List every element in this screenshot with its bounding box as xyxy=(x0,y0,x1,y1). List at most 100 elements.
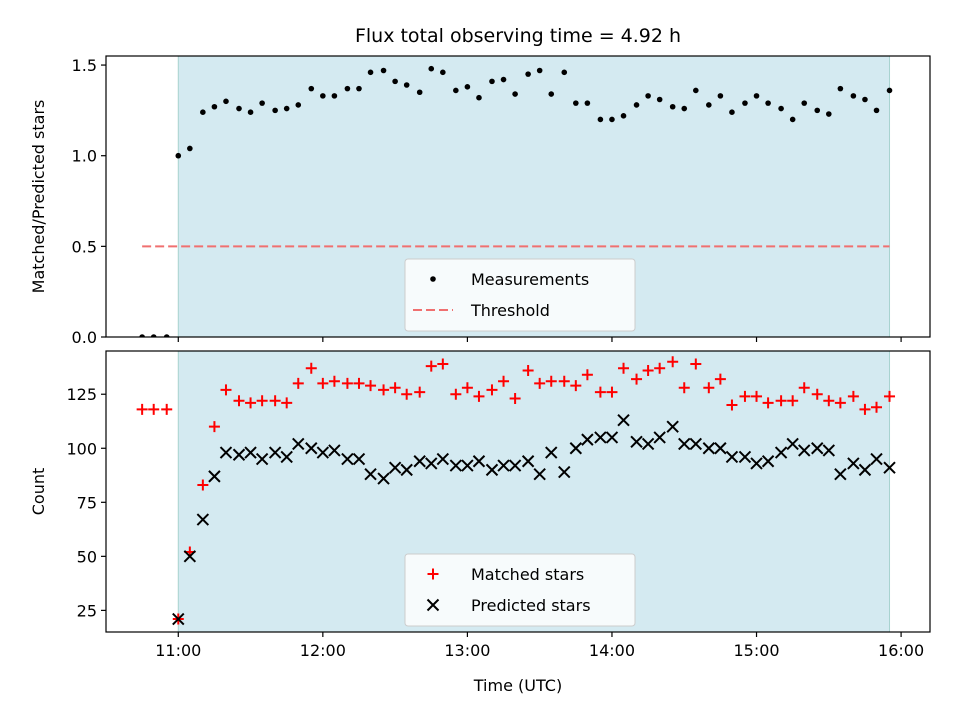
bottom-matched-stars-point xyxy=(606,386,618,398)
bottom-matched-stars-point xyxy=(281,397,293,409)
bottom-matched-stars-point xyxy=(703,382,715,394)
bottom-matched-stars-point xyxy=(570,380,582,392)
bottom-matched-stars-point xyxy=(353,377,365,389)
bottom-predicted-stars-point xyxy=(533,468,546,481)
top-measurements-point xyxy=(211,103,218,110)
top-legend-measurements-label: Measurements xyxy=(471,270,589,289)
bottom-matched-stars-point xyxy=(642,364,654,376)
bottom-predicted-stars-point xyxy=(352,452,366,466)
bottom-matched-stars-point xyxy=(545,375,557,387)
top-measurements-point xyxy=(308,85,315,92)
top-measurements-point xyxy=(187,145,193,152)
bottom-matched-stars-point xyxy=(220,384,232,396)
top-measurements-point xyxy=(778,105,784,112)
bottom-axes-frame xyxy=(105,350,931,633)
top-measurements-point xyxy=(573,100,579,106)
bottom-predicted-stars-point xyxy=(714,442,727,455)
bottom-predicted-stars-point xyxy=(485,463,499,477)
bottom-predicted-stars-point xyxy=(196,513,210,526)
bottom-matched-stars-point xyxy=(450,388,462,400)
bottom-predicted-stars-point xyxy=(244,446,257,459)
bottom-predicted-stars-point xyxy=(305,442,318,455)
bottom-matched-stars-point xyxy=(726,399,738,411)
top-measurements-point xyxy=(620,113,627,119)
bottom-matched-stars-point xyxy=(317,377,329,389)
bottom-predicted-stars-point xyxy=(689,437,703,451)
bottom-xtick-label: 15:00 xyxy=(733,641,779,660)
top-measurements-point xyxy=(669,103,676,110)
top-measurements-point xyxy=(645,93,651,99)
bottom-matched-stars-point xyxy=(631,373,643,385)
bottom-predicted-stars-point xyxy=(834,468,847,481)
top-measurements-point xyxy=(356,85,362,92)
top-measurements-point xyxy=(150,334,157,337)
top-measurements-point xyxy=(753,93,760,99)
bottom-matched-stars-point xyxy=(245,397,257,409)
bottom-predicted-stars-point xyxy=(377,472,390,485)
bottom-predicted-stars-point xyxy=(388,461,402,474)
bottom-matched-stars-point xyxy=(305,362,317,374)
bottom-predicted-stars-point xyxy=(316,446,330,459)
bottom-predicted-stars-point xyxy=(436,452,450,466)
bottom-matched-stars-point xyxy=(739,390,751,402)
bottom-predicted-stars-point xyxy=(811,442,824,455)
top-measurements-point xyxy=(525,71,531,77)
top-measurements-point xyxy=(717,93,724,99)
bottom-matched-stars-point xyxy=(401,388,413,400)
top-measurements-point xyxy=(380,67,387,74)
bottom-matched-stars-point xyxy=(509,393,521,405)
bottom-ytick-label: 50 xyxy=(77,547,97,566)
bottom-predicted-stars-point xyxy=(341,452,354,466)
bottom-matched-stars-point xyxy=(847,390,859,402)
bottom-matched-stars-point xyxy=(498,375,510,387)
bottom-matched-stars-point xyxy=(136,403,148,415)
bottom-matched-stars-point xyxy=(269,395,281,407)
top-measurements-point xyxy=(247,109,254,115)
top-measurements-point xyxy=(464,84,471,90)
bottom-x-axis-label: Time (UTC) xyxy=(473,676,562,695)
top-axes-frame xyxy=(105,55,931,338)
top-measurements-point xyxy=(476,94,482,101)
top-measurements-point xyxy=(584,100,591,106)
bottom-predicted-stars-point xyxy=(461,459,474,472)
top-measurements-point xyxy=(862,96,868,103)
bottom-predicted-stars-point xyxy=(738,450,752,464)
bottom-predicted-stars-point xyxy=(183,550,197,563)
top-measurements-point xyxy=(633,102,640,108)
bottom-predicted-stars-point xyxy=(545,446,558,459)
bottom-legend-matched-stars-marker xyxy=(427,568,439,580)
top-legend-box xyxy=(404,258,636,332)
bottom-predicted-stars-point xyxy=(605,431,619,444)
bottom-ytick-label: 75 xyxy=(77,493,97,512)
top-legend-measurements-marker xyxy=(430,276,436,282)
top-measurements-point xyxy=(416,89,423,96)
bottom-predicted-stars-point xyxy=(508,459,522,472)
bottom-matched-stars-point xyxy=(823,395,835,407)
bottom-legend: Matched stars Predicted stars xyxy=(404,553,636,627)
bottom-xtick-label: 13:00 xyxy=(444,641,490,660)
bottom-predicted-stars-point xyxy=(558,465,571,479)
top-measurements-point xyxy=(139,334,145,337)
bottom-predicted-stars-point xyxy=(847,457,860,470)
top-measurements-point xyxy=(440,69,446,76)
top-measurements-point xyxy=(283,105,290,112)
top-measurements-point xyxy=(886,87,893,94)
bottom-matched-stars-point xyxy=(473,390,485,402)
bottom-predicted-stars-point xyxy=(400,463,413,477)
top-measurements-point xyxy=(548,91,555,97)
top-measurements-point xyxy=(403,82,410,88)
bottom-data-layer xyxy=(136,356,896,626)
bottom-matched-stars-point xyxy=(486,384,498,396)
bottom-matched-stars-point xyxy=(678,382,690,394)
bottom-predicted-stars-point xyxy=(725,450,739,464)
bottom-matched-stars-point xyxy=(798,382,810,394)
bottom-predicted-stars-point xyxy=(232,448,246,461)
top-measurements-point xyxy=(367,69,374,76)
bottom-matched-stars-point xyxy=(667,356,679,368)
top-legend-threshold-label: Threshold xyxy=(470,301,550,320)
bottom-legend-predicted-stars-marker xyxy=(426,598,440,612)
bottom-ytick-label: 100 xyxy=(66,439,97,458)
top-measurements-point xyxy=(706,102,712,108)
top-measurements-point xyxy=(489,78,495,85)
top-measurements-point xyxy=(826,111,832,117)
